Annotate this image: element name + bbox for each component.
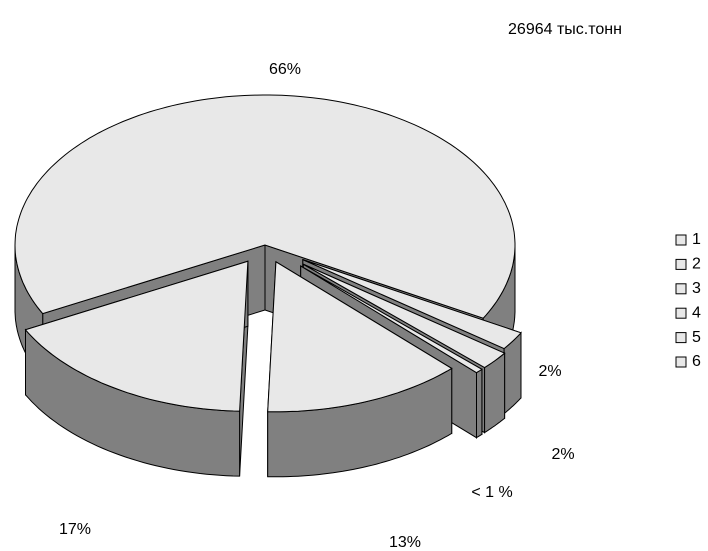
slice-top — [302, 259, 522, 350]
legend-swatch — [675, 283, 687, 295]
slice-top — [14, 94, 516, 319]
legend-label: 6 — [692, 353, 701, 370]
data-label: 17% — [59, 521, 91, 538]
legend-label: 4 — [692, 304, 701, 321]
data-label: 2% — [551, 446, 574, 463]
legend-label: 2 — [692, 256, 701, 273]
data-label: 2% — [538, 363, 561, 380]
legend-label: 1 — [692, 231, 701, 248]
slice-top — [24, 260, 249, 412]
slice — [24, 260, 249, 477]
data-label: 66% — [269, 61, 301, 78]
legend-label: 3 — [692, 280, 701, 297]
legend-label: 5 — [692, 329, 701, 346]
legend-swatch — [675, 307, 687, 319]
data-label: < 1 % — [471, 484, 512, 501]
slice — [267, 260, 453, 478]
data-label: 13% — [389, 534, 421, 551]
slice-top — [303, 263, 506, 369]
legend-swatch — [675, 356, 687, 368]
legend-swatch — [675, 332, 687, 344]
chart-subtitle: 26964 тыс.тонн — [508, 21, 622, 38]
legend-swatch — [675, 258, 687, 270]
slice-side — [476, 368, 483, 439]
slice-top — [267, 260, 453, 413]
legend-swatch — [675, 234, 687, 246]
slice-top — [300, 265, 483, 374]
